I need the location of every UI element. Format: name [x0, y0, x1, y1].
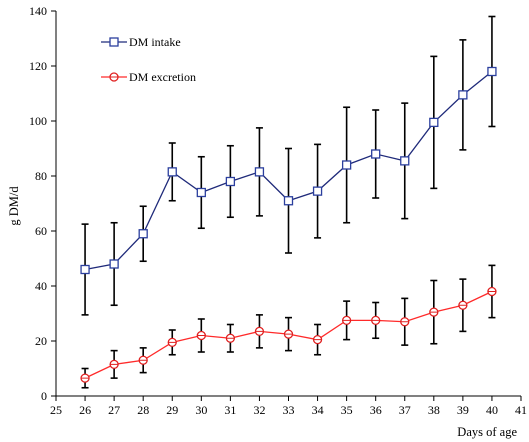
legend-item-dm-intake: DM intake [101, 35, 181, 49]
legend: DM intake DM excretion [101, 35, 196, 84]
dm-intake-point [341, 160, 352, 170]
dm-intake-point [429, 117, 439, 128]
dm-excretion-point [138, 355, 148, 365]
y-tick-label: 60 [35, 224, 47, 238]
dm-excretion-point [254, 326, 265, 337]
x-tick-label: 31 [224, 403, 236, 417]
legend-label-dm-intake: DM intake [129, 35, 181, 49]
y-axis-title: g DM/d [7, 186, 21, 226]
dm-excretion-point [283, 329, 294, 339]
x-tick-label: 39 [457, 403, 469, 417]
x-tick-label: 25 [50, 403, 62, 417]
dm-intake-point [254, 167, 265, 177]
dm-intake-point [138, 229, 148, 239]
dm-intake-point [371, 149, 381, 159]
dm-excretion-point [400, 317, 410, 327]
dm-intake-point [487, 66, 497, 77]
dm-excretion-point [341, 315, 352, 326]
dm-excretion-point [109, 359, 119, 370]
legend-marker-dm-intake [109, 37, 119, 47]
dm-intake-point [196, 187, 206, 198]
dm-excretion-point [371, 315, 381, 326]
x-tick-label: 40 [486, 403, 498, 417]
dm-excretion-point [225, 333, 236, 343]
dm-intake-point [109, 259, 119, 269]
dm-excretion-point [312, 334, 323, 345]
x-tick-label: 27 [108, 403, 120, 417]
y-tick-label: 0 [41, 389, 47, 403]
dm-excretion-point [487, 286, 497, 297]
legend-item-dm-excretion: DM excretion [101, 70, 196, 84]
x-tick-label: 32 [253, 403, 265, 417]
x-tick-label: 30 [195, 403, 207, 417]
y-tick-label: 20 [35, 334, 47, 348]
y-tick-label: 80 [35, 169, 47, 183]
y-tick-label: 140 [29, 4, 47, 18]
dm-intake-point [167, 167, 177, 177]
dm-intake-point [80, 264, 90, 275]
x-tick-label: 35 [341, 403, 353, 417]
dm-excretion-point [458, 300, 468, 310]
legend-label-dm-excretion: DM excretion [129, 70, 196, 84]
y-tick-label: 40 [35, 279, 47, 293]
dm-intake-point [458, 90, 468, 100]
x-tick-label: 34 [312, 403, 324, 417]
x-tick-label: 36 [370, 403, 382, 417]
dm-excretion-point [429, 307, 439, 317]
x-tick-label: 28 [137, 403, 149, 417]
x-axis-title: Days of age [457, 425, 517, 439]
dm-intake-point [400, 156, 410, 166]
y-tick-label: 120 [29, 59, 47, 73]
x-tick-label: 33 [283, 403, 295, 417]
dm-excretion-point [80, 373, 90, 383]
x-tick-label: 26 [79, 403, 91, 417]
x-tick-label: 41 [515, 403, 527, 417]
x-tick-label: 38 [428, 403, 440, 417]
dm-intake-point [312, 186, 323, 196]
dm-excretion-point [196, 330, 206, 341]
x-tick-label: 29 [166, 403, 178, 417]
axes: 0 20 40 60 80 100 120 140 25 26 27 28 29 30 31 32 33 34 35… [29, 4, 527, 417]
dm-excretion-point [167, 337, 177, 348]
y-tick-label: 100 [29, 114, 47, 128]
x-tick-label: 37 [399, 403, 411, 417]
dm-intake-point [283, 196, 294, 206]
dm-intake-point [225, 176, 236, 187]
series-markers [80, 66, 497, 383]
